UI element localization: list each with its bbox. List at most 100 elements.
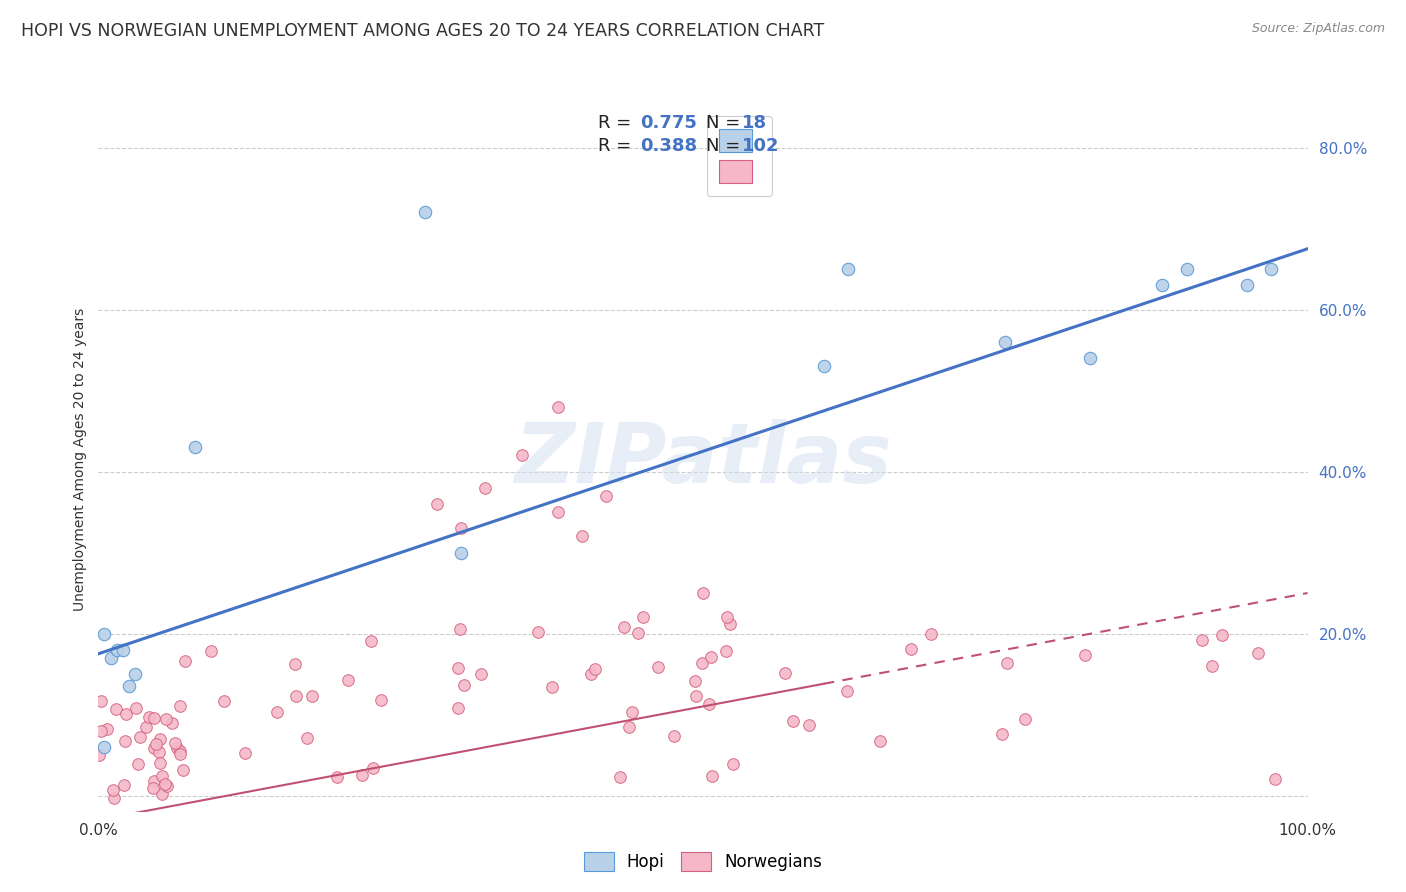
Point	[103, 791, 125, 805]
Point	[129, 730, 152, 744]
Point	[1152, 278, 1174, 293]
Point	[156, 779, 179, 793]
Point	[142, 773, 165, 788]
Point	[145, 737, 167, 751]
Point	[700, 769, 723, 783]
Point	[166, 741, 188, 756]
Point	[212, 693, 235, 707]
Point	[100, 650, 122, 665]
Point	[360, 633, 382, 648]
Point	[1247, 646, 1270, 660]
Point	[797, 718, 820, 732]
Point	[184, 440, 207, 454]
Point	[571, 529, 593, 543]
Point	[114, 734, 136, 748]
Point	[869, 734, 891, 748]
Legend: Hopi, Norwegians: Hopi, Norwegians	[575, 843, 831, 880]
Point	[620, 705, 643, 719]
Point	[301, 689, 323, 703]
Point	[699, 697, 721, 711]
Point	[172, 764, 194, 778]
Text: R =: R =	[598, 137, 637, 155]
Point	[101, 783, 124, 797]
Point	[991, 726, 1014, 740]
Text: Source: ZipAtlas.com: Source: ZipAtlas.com	[1251, 22, 1385, 36]
Point	[627, 626, 650, 640]
Text: N =: N =	[706, 137, 745, 155]
Point	[352, 767, 374, 781]
Point	[613, 620, 636, 634]
Point	[1211, 628, 1233, 642]
Point	[647, 660, 669, 674]
Point	[326, 770, 349, 784]
Point	[631, 610, 654, 624]
Point	[690, 656, 713, 670]
Point	[143, 740, 166, 755]
Point	[90, 724, 112, 739]
Point	[813, 359, 835, 374]
Point	[716, 610, 738, 624]
Point	[685, 689, 707, 703]
Text: 18: 18	[742, 114, 768, 132]
Point	[115, 707, 138, 722]
Point	[617, 721, 640, 735]
Point	[155, 713, 177, 727]
Text: 0.775: 0.775	[640, 114, 696, 132]
Point	[450, 545, 472, 559]
Point	[118, 679, 141, 693]
Point	[138, 710, 160, 724]
Point	[124, 700, 146, 714]
Text: N =: N =	[706, 114, 745, 132]
Point	[169, 698, 191, 713]
Point	[169, 747, 191, 762]
Point	[93, 626, 115, 640]
Point	[104, 702, 127, 716]
Point	[295, 731, 318, 746]
Y-axis label: Unemployment Among Ages 20 to 24 years: Unemployment Among Ages 20 to 24 years	[73, 308, 87, 611]
Point	[773, 665, 796, 680]
Point	[111, 642, 134, 657]
Point	[527, 625, 550, 640]
Point	[664, 730, 686, 744]
Point	[337, 673, 360, 687]
Point	[721, 756, 744, 771]
Point	[837, 262, 859, 277]
Point	[900, 642, 922, 657]
Point	[173, 654, 195, 668]
Point	[541, 681, 564, 695]
Point	[370, 693, 392, 707]
Point	[284, 657, 307, 672]
Point	[692, 586, 714, 600]
Point	[163, 736, 186, 750]
Point	[89, 694, 111, 708]
Point	[1260, 262, 1282, 277]
Point	[112, 778, 135, 792]
Point	[1264, 772, 1286, 787]
Point	[150, 787, 173, 801]
Text: 0.388: 0.388	[640, 137, 697, 155]
Point	[142, 711, 165, 725]
Point	[474, 481, 496, 495]
Point	[995, 657, 1018, 671]
Point	[595, 489, 617, 503]
Point	[1236, 278, 1258, 293]
Point	[155, 777, 177, 791]
Point	[1191, 632, 1213, 647]
Point	[449, 622, 471, 636]
Point	[169, 744, 191, 758]
Point	[447, 700, 470, 714]
Point	[148, 745, 170, 759]
Point	[994, 334, 1017, 349]
Point	[447, 660, 470, 674]
Point	[1175, 262, 1198, 277]
Text: R =: R =	[598, 114, 637, 132]
Legend: , : ,	[707, 116, 772, 196]
Point	[1201, 658, 1223, 673]
Point	[413, 205, 436, 219]
Point	[233, 746, 256, 760]
Point	[149, 756, 172, 771]
Point	[453, 678, 475, 692]
Point	[124, 667, 146, 681]
Point	[579, 667, 602, 681]
Point	[96, 722, 118, 736]
